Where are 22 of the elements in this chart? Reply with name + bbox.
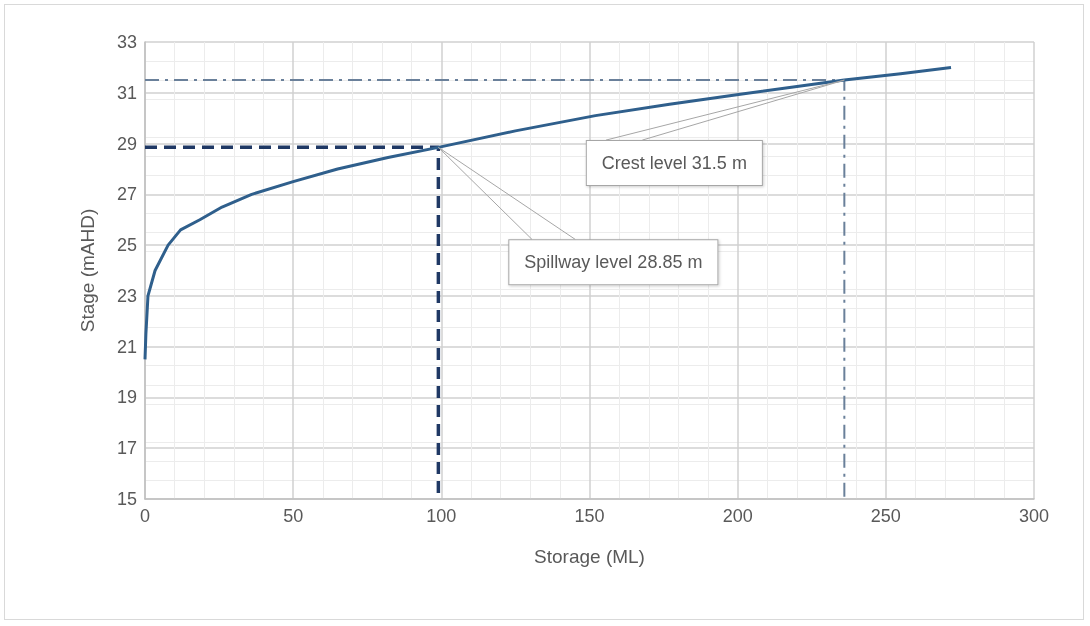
y-axis-title: Stage (mAHD) [77, 208, 98, 333]
x-tick-label: 150 [574, 506, 605, 526]
y-tick-label: 19 [116, 387, 137, 408]
y-tick-label: 31 [116, 82, 137, 103]
y-tick-label: 29 [116, 133, 137, 154]
y-tick-label: 23 [116, 285, 137, 306]
line-series [143, 65, 953, 361]
x-tick-label: 0 [139, 506, 151, 526]
x-tick-label: 300 [1018, 506, 1050, 526]
annotation: Spillway level 28.85 m [524, 252, 703, 273]
x-tick-label: 250 [870, 506, 901, 526]
annotation: Crest level 31.5 m [601, 153, 747, 174]
x-tick-label: 200 [722, 506, 753, 526]
y-tick-label: 33 [116, 32, 137, 52]
x-tick-label: 100 [426, 506, 457, 526]
x-axis-title: Storage (ML) [534, 546, 645, 567]
x-tick-label: 50 [283, 506, 304, 526]
y-tick-label: 25 [116, 235, 137, 256]
y-tick-label: 21 [116, 336, 137, 357]
y-tick-label: 27 [116, 184, 137, 205]
y-tick-label: 15 [116, 489, 137, 509]
y-tick-label: 17 [116, 438, 137, 459]
